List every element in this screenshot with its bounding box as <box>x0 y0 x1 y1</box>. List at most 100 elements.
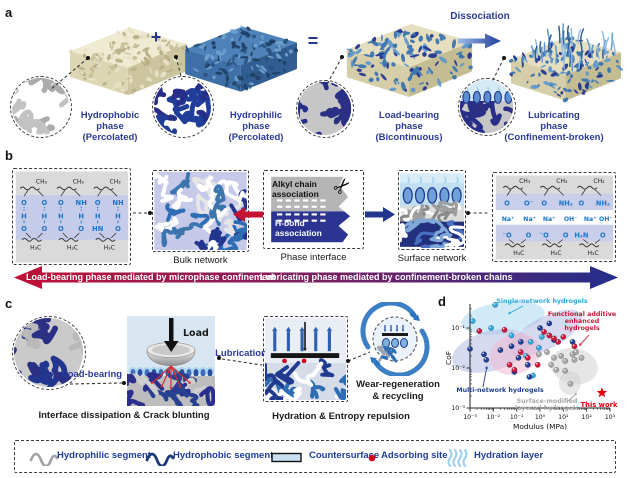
wear-regeneration-label: Wear-regeneration & recycling <box>356 379 440 402</box>
svg-text:CoF: CoF <box>444 351 453 365</box>
load-bearing-annotation: Load-bearing <box>61 369 123 380</box>
plus-operator: + <box>150 27 162 47</box>
lubricating-inset-circle <box>458 78 516 136</box>
svg-text:10⁻²: 10⁻² <box>487 414 501 421</box>
svg-text:O⁻: O⁻ <box>524 199 534 207</box>
countersurface-icon <box>271 452 302 463</box>
alkyl-association-label: Alkyl chain association <box>272 179 319 199</box>
surface-network-illustration <box>400 173 464 248</box>
svg-text:O: O <box>94 198 100 206</box>
svg-text:O: O <box>78 225 84 233</box>
bulk-network-illustration <box>154 172 247 250</box>
svg-text:O: O <box>525 231 531 239</box>
svg-text:CH₃: CH₃ <box>593 177 605 184</box>
svg-text:O: O <box>41 225 47 233</box>
svg-text:Na⁺: Na⁺ <box>542 215 555 222</box>
svg-text:10⁻¹: 10⁻¹ <box>510 414 524 421</box>
bulk-network-label: Bulk network <box>173 255 228 266</box>
dissociation-label: Dissociation <box>450 11 510 22</box>
svg-text:CH₃: CH₃ <box>556 177 568 184</box>
surface-chemistry-box <box>492 172 616 262</box>
panel-d-letter: d <box>438 294 446 309</box>
svg-text:H: H <box>94 212 100 220</box>
svg-text:CH₃: CH₃ <box>72 178 84 185</box>
legend-countersurface-label: Countersurface <box>309 450 380 461</box>
svg-text:Na⁺: Na⁺ <box>523 215 536 222</box>
bulk-chemistry-box <box>12 168 131 265</box>
lubricating-phase-label: Lubricating phase (Confinement-broken) <box>504 110 604 143</box>
svg-text:10¹: 10¹ <box>558 414 569 421</box>
left-red-arrow-icon <box>233 207 263 222</box>
cof-modulus-scatter-chart: 10⁻³ 10⁻² 10⁻¹ 10⁰ 10¹ 10² 10³ 10⁻¹ 10⁻² 10⁻³ Sing… <box>444 298 618 431</box>
svg-text:O: O <box>541 199 547 207</box>
svg-text:10⁰: 10⁰ <box>535 414 546 421</box>
svg-text:CH₃: CH₃ <box>109 178 121 185</box>
svg-text:NH₂: NH₂ <box>558 199 572 207</box>
svg-text:Na⁺: Na⁺ <box>501 215 514 222</box>
hydrophobic-inset-circle <box>10 76 72 138</box>
svg-text:H₃C: H₃C <box>550 250 561 257</box>
svg-text:Modulus (MPa): Modulus (MPa) <box>513 422 567 431</box>
load-bearing-network-inset-circle <box>12 316 86 390</box>
svg-text:CH₃: CH₃ <box>35 178 47 185</box>
svg-text:NH₂: NH₂ <box>595 199 609 207</box>
svg-text:This work: This work <box>580 401 618 409</box>
svg-text:H: H <box>115 212 121 220</box>
banner-load-bearing-text: Load-bearing phase mediated by microphas… <box>26 272 276 282</box>
svg-text:NH: NH <box>75 198 87 206</box>
hydrophobic-phase-label: Hydrophobic phase (Percolated) <box>80 110 140 143</box>
load-bearing-block-illustration <box>346 23 473 97</box>
svg-text:O: O <box>600 231 606 239</box>
bulk-network-box <box>152 170 249 252</box>
load-indentation-illustration: Load <box>127 316 215 406</box>
phase-banner: Load-bearing phase mediated by microphas… <box>12 264 620 291</box>
svg-text:O: O <box>115 225 121 233</box>
svg-text:O: O <box>21 225 27 233</box>
panel-c-letter: c <box>5 296 13 311</box>
svg-text:O: O <box>57 225 63 233</box>
svg-text:⁻O: ⁻O <box>539 231 548 239</box>
svg-text:O: O <box>57 198 63 206</box>
hydrophilic-phase-label: Hydrophilic phase (Percolated) <box>228 110 284 143</box>
svg-text:CH₃: CH₃ <box>519 177 531 184</box>
svg-text:NH: NH <box>112 198 124 206</box>
lubricating-block-illustration <box>508 23 624 103</box>
svg-text:O: O <box>578 199 584 207</box>
surface-network-box <box>398 170 466 250</box>
svg-text:HN: HN <box>92 225 104 233</box>
svg-text:10³: 10³ <box>605 414 616 421</box>
svg-text:H₃C: H₃C <box>513 250 524 257</box>
phase-interface-label: Phase interface <box>280 252 347 263</box>
svg-text:10²: 10² <box>581 414 592 421</box>
svg-text:OH⁻: OH⁻ <box>563 215 577 222</box>
svg-text:Single-network hydrogels: Single-network hydrogels <box>496 298 588 305</box>
svg-text:O: O <box>21 198 27 206</box>
phase-interface-illustration <box>270 174 361 245</box>
banner-lubricating-text: Lubricating phase mediated by confinemen… <box>260 272 513 282</box>
load-bearing-inset-circle <box>296 80 354 138</box>
adsorbing-site-icon <box>368 454 376 462</box>
svg-text:10⁻²: 10⁻² <box>451 365 465 372</box>
legend-hydrophilic-label: Hydrophilic segment <box>57 450 151 461</box>
svg-text:H: H <box>78 212 84 220</box>
svg-text:H: H <box>21 212 27 220</box>
interface-dissipation-caption: Interface dissipation & Crack blunting <box>38 410 210 421</box>
svg-text:⁻O: ⁻O <box>502 231 511 239</box>
figure-legend: Hydrophilic segment Hydrophobic segment … <box>14 440 616 473</box>
svg-text:O: O <box>504 199 510 207</box>
hydration-layer-icon <box>447 448 468 468</box>
surface-network-label: Surface network <box>397 253 467 264</box>
hydration-entropy-caption: Hydration & Entropy repulsion <box>272 411 410 422</box>
hydration-repulsion-illustration <box>265 318 346 400</box>
svg-text:H₃C: H₃C <box>30 244 41 251</box>
equals-operator: = <box>307 31 319 51</box>
lubrication-annotation: Lubrication <box>215 348 267 359</box>
surface-chemistry-illustration: CH₃ O O⁻ ⁻O O H₃C CH₃ O NH₂ ⁻O O H₃C CH₃ O NH₂ H₃N O H₃C N… <box>495 174 613 260</box>
legend-hydration-label: Hydration layer <box>474 450 544 461</box>
svg-text:Na⁺: Na⁺ <box>583 215 596 222</box>
svg-text:H: H <box>58 212 64 220</box>
